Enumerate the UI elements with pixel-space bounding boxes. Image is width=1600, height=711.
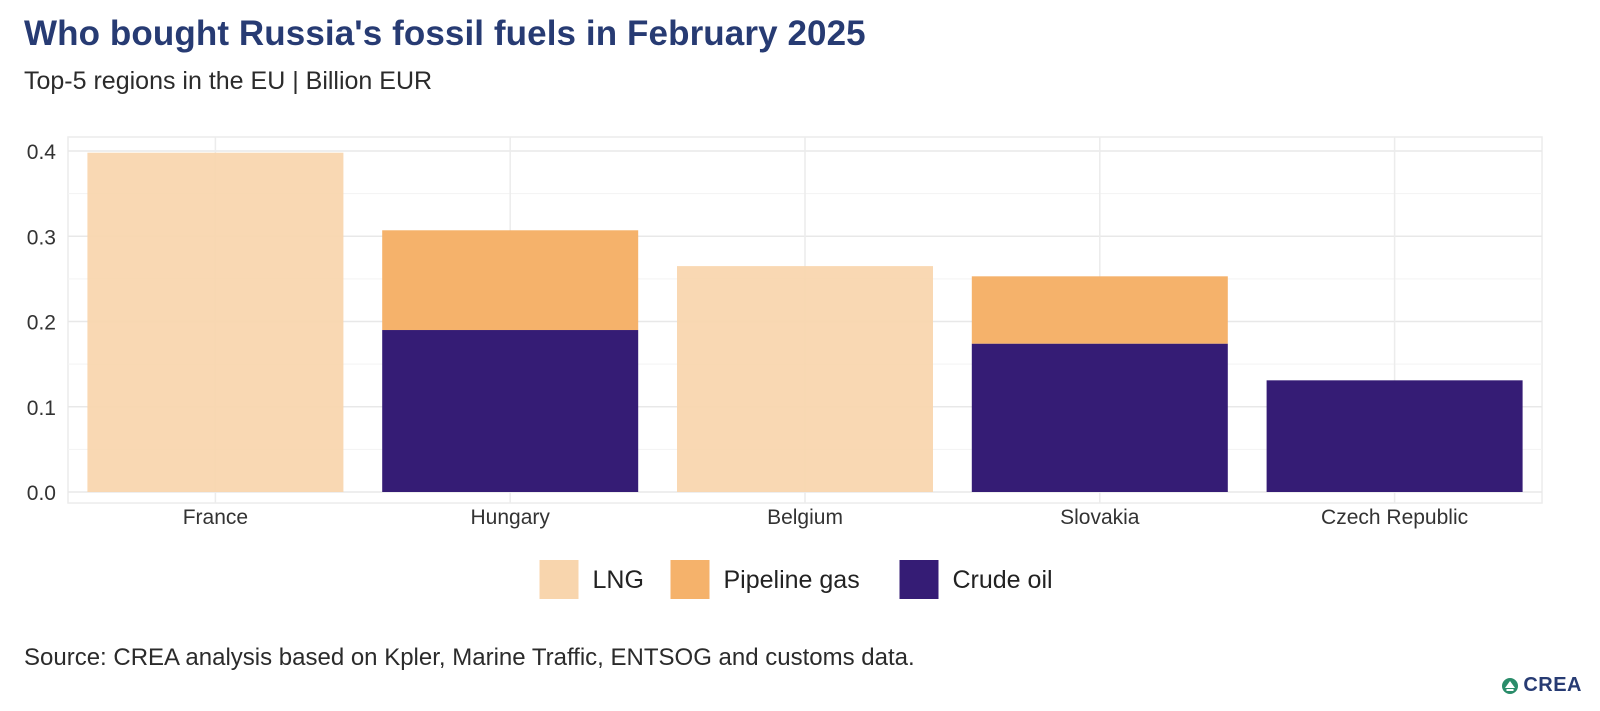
y-tick-label: 0.0 <box>27 482 56 505</box>
x-tick-label: Hungary <box>471 506 551 529</box>
crea-logo-icon <box>1502 677 1519 694</box>
legend-swatch <box>539 560 579 599</box>
legend-label: LNG <box>593 566 644 594</box>
bars <box>87 152 1523 492</box>
y-tick-label: 0.1 <box>27 397 56 420</box>
chart-subtitle: Top-5 regions in the EU | Billion EUR <box>24 67 433 95</box>
bar-segment <box>1266 380 1523 492</box>
bar-segment <box>87 152 344 492</box>
bar-segment <box>382 330 639 492</box>
bar-segment <box>382 230 639 331</box>
x-tick-label: Belgium <box>767 506 843 529</box>
legend-label: Crude oil <box>953 566 1053 594</box>
x-tick-label: France <box>183 506 248 529</box>
crea-logo: CREA <box>1501 674 1582 697</box>
x-tick-label: Slovakia <box>1060 506 1140 529</box>
bar-segment <box>971 343 1228 492</box>
source-note: Source: CREA analysis based on Kpler, Ma… <box>24 644 915 671</box>
y-tick-label: 0.3 <box>27 226 56 249</box>
legend: LNG Pipeline gas Crude oil <box>539 560 1053 599</box>
bar-segment <box>677 266 933 492</box>
chart-title: Who bought Russia's fossil fuels in Febr… <box>24 14 866 53</box>
legend-label: Pipeline gas <box>724 566 860 594</box>
axes: 0.0 0.1 0.2 0.3 0.4 France Hungary Belgium Slova… <box>27 141 1468 529</box>
bar-segment <box>971 276 1228 344</box>
legend-swatch <box>670 560 710 599</box>
crea-logo-text: CREA <box>1523 674 1582 696</box>
y-tick-label: 0.4 <box>27 141 57 164</box>
y-tick-label: 0.2 <box>27 312 56 335</box>
legend-swatch <box>899 560 939 599</box>
x-tick-label: Czech Republic <box>1321 506 1468 529</box>
